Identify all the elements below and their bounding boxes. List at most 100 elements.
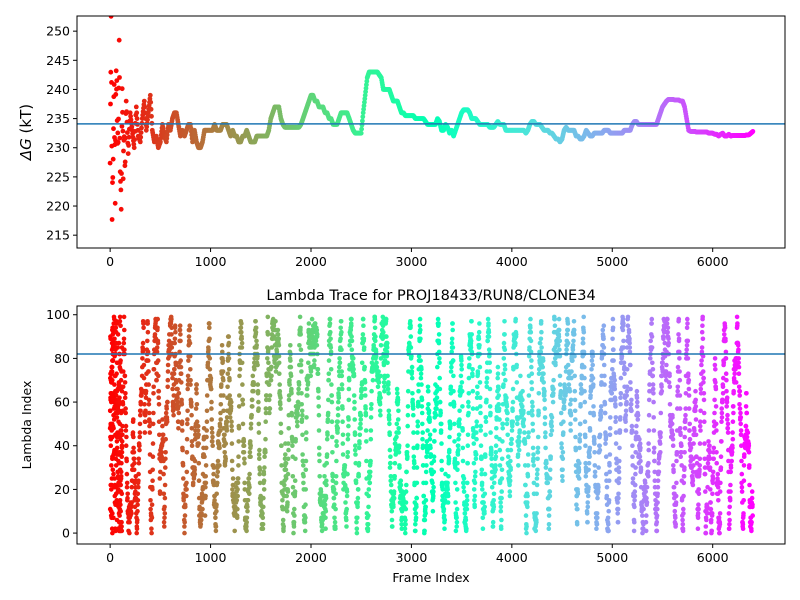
lambda-point	[507, 493, 513, 499]
lambda-point	[295, 412, 301, 418]
lambda-point	[155, 358, 161, 363]
lambda-point	[510, 408, 515, 414]
lambda-point	[501, 382, 506, 387]
lambda-point	[611, 347, 616, 353]
delta-g-point	[110, 180, 115, 186]
lambda-point	[256, 406, 261, 411]
lambda-point	[412, 460, 417, 466]
lambda-point	[147, 419, 152, 425]
lambda-point	[135, 498, 141, 503]
lambda-point	[281, 528, 286, 534]
delta-g-point	[360, 110, 366, 116]
delta-g-point	[121, 148, 126, 154]
lambda-point	[638, 467, 644, 473]
lambda-point	[628, 402, 634, 407]
lambda-point	[621, 338, 626, 344]
lambda-point	[551, 391, 556, 396]
lambda-point	[387, 447, 393, 453]
lambda-point	[189, 426, 195, 431]
lambda-point	[290, 474, 296, 479]
y-tick-label: 215	[46, 228, 70, 243]
lambda-point	[300, 432, 305, 438]
lambda-point	[230, 487, 235, 492]
delta-g-point	[141, 98, 147, 104]
lambda-point	[354, 519, 359, 525]
lambda-point	[530, 445, 536, 451]
lambda-point	[578, 421, 583, 427]
lambda-point	[333, 526, 338, 531]
lambda-point	[225, 371, 231, 377]
lambda-point	[204, 434, 209, 440]
lambda-point	[436, 340, 442, 346]
lambda-point	[586, 484, 591, 490]
lambda-point	[261, 504, 266, 510]
lambda-point	[467, 362, 472, 368]
lambda-point	[142, 402, 147, 407]
lambda-point	[151, 367, 157, 372]
lambda-point	[609, 391, 615, 396]
lambda-point	[396, 443, 402, 449]
lambda-point	[536, 410, 541, 416]
lambda-point	[226, 356, 232, 361]
lambda-point	[121, 336, 127, 342]
lambda-point	[470, 373, 475, 379]
lambda-point	[482, 504, 488, 510]
lambda-point	[457, 408, 462, 414]
lambda-point	[612, 382, 617, 387]
lambda-point	[131, 417, 136, 422]
lambda-point	[491, 480, 497, 486]
x-tick-label: 5000	[596, 254, 628, 269]
delta-g-point	[119, 171, 124, 176]
lambda-point	[402, 526, 408, 531]
delta-g-point	[143, 127, 149, 133]
lambda-point	[571, 327, 577, 333]
lambda-point	[137, 430, 143, 435]
lambda-point	[223, 441, 229, 446]
lambda-point	[332, 515, 337, 521]
lambda-point	[601, 323, 607, 329]
delta-g-y-axis-unit: (kT)	[17, 104, 35, 138]
lambda-point	[474, 436, 479, 442]
lambda-point	[394, 421, 400, 427]
lambda-point	[542, 393, 547, 398]
lambda-point	[354, 526, 360, 531]
lambda-point	[483, 454, 488, 460]
lambda-point	[623, 419, 628, 425]
lambda-point	[564, 347, 569, 353]
lambda-point	[388, 454, 393, 460]
lambda-point	[491, 498, 497, 503]
lambda-point	[434, 402, 439, 407]
lambda-point	[138, 412, 143, 418]
delta-g-point	[362, 96, 368, 102]
lambda-point	[169, 332, 174, 337]
lambda-point	[213, 515, 218, 521]
lambda-point	[624, 384, 630, 390]
lambda-point	[420, 421, 425, 427]
lambda-point	[149, 530, 154, 536]
lambda-point	[582, 364, 587, 370]
lambda-point	[204, 408, 210, 414]
lambda-point	[633, 471, 638, 477]
lambda-point	[214, 491, 219, 497]
lambda-point	[542, 415, 548, 420]
lambda-point	[591, 404, 596, 409]
lambda-point	[635, 412, 641, 418]
lambda-point	[629, 423, 635, 429]
lambda-point	[135, 491, 141, 497]
lambda-point	[542, 421, 548, 427]
lambda-point	[188, 367, 193, 372]
delta-g-point	[126, 134, 132, 140]
lambda-point	[313, 338, 319, 344]
lambda-point	[240, 397, 245, 403]
lambda-point	[317, 474, 323, 479]
lambda-point	[644, 484, 650, 490]
lambda-point	[543, 465, 549, 470]
lambda-point	[256, 430, 262, 435]
lambda-point	[601, 345, 607, 350]
lambda-point	[594, 526, 599, 531]
lambda-point	[485, 316, 491, 322]
lambda-point	[284, 508, 290, 514]
lambda-point	[491, 491, 497, 497]
lambda-point	[384, 334, 389, 339]
lambda-point	[563, 369, 569, 374]
